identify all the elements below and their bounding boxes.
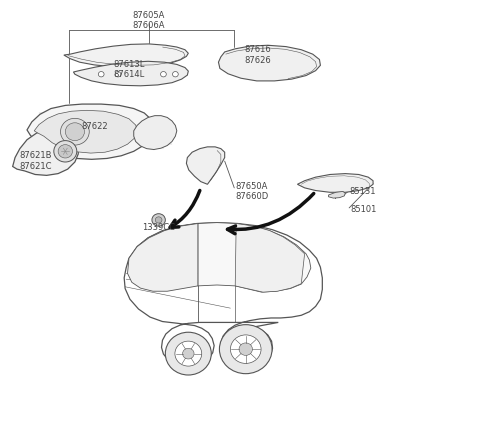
Circle shape — [152, 214, 165, 226]
Polygon shape — [137, 223, 311, 292]
Text: 85101: 85101 — [350, 205, 376, 214]
Text: 87616
87626: 87616 87626 — [245, 45, 272, 65]
Polygon shape — [12, 130, 78, 175]
Circle shape — [165, 332, 211, 375]
Circle shape — [156, 217, 162, 223]
Text: 85131: 85131 — [349, 187, 376, 196]
Circle shape — [230, 335, 261, 363]
Circle shape — [175, 341, 202, 366]
Polygon shape — [186, 147, 225, 184]
Text: 1339CC: 1339CC — [142, 224, 175, 232]
Circle shape — [60, 118, 89, 145]
Polygon shape — [64, 44, 188, 67]
Polygon shape — [218, 45, 321, 81]
Polygon shape — [27, 104, 153, 159]
Circle shape — [160, 72, 166, 77]
Polygon shape — [298, 173, 373, 192]
Polygon shape — [34, 110, 138, 153]
Circle shape — [54, 141, 77, 162]
Polygon shape — [235, 224, 305, 292]
Circle shape — [98, 72, 104, 77]
Text: 87650A
87660D: 87650A 87660D — [235, 182, 268, 201]
Circle shape — [219, 325, 272, 374]
Circle shape — [65, 123, 84, 141]
Circle shape — [58, 145, 72, 158]
Polygon shape — [73, 61, 188, 86]
Circle shape — [172, 72, 178, 77]
Text: 87622: 87622 — [81, 122, 108, 131]
Polygon shape — [128, 224, 198, 291]
Circle shape — [239, 343, 252, 355]
Text: 87613L
87614L: 87613L 87614L — [113, 60, 144, 80]
Polygon shape — [124, 223, 323, 366]
Text: 87605A
87606A: 87605A 87606A — [133, 11, 165, 30]
Circle shape — [115, 72, 121, 77]
Circle shape — [182, 348, 194, 359]
Polygon shape — [328, 191, 345, 198]
Polygon shape — [134, 116, 177, 150]
Text: 87621B
87621C: 87621B 87621C — [19, 152, 51, 171]
